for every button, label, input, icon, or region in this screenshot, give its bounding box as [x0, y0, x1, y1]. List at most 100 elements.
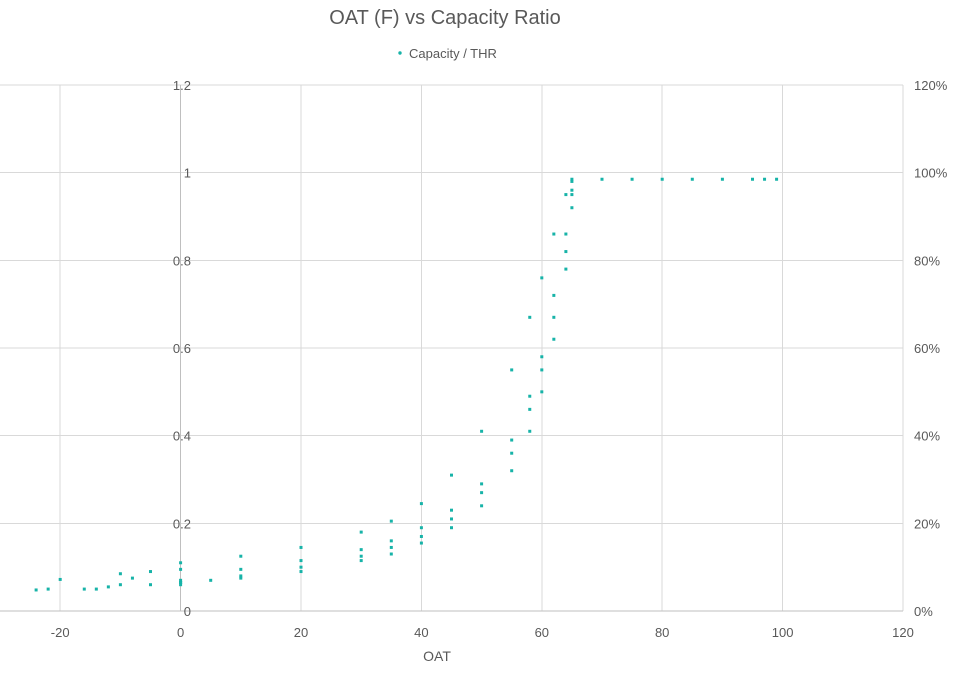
data-point	[82, 587, 86, 591]
data-point	[179, 578, 183, 582]
data-point	[751, 177, 754, 181]
y-tick-label: 1	[184, 166, 191, 181]
data-point	[480, 429, 484, 433]
data-point	[510, 368, 514, 372]
data-point	[359, 559, 363, 563]
axes	[0, 85, 903, 612]
data-point	[570, 206, 574, 210]
data-point	[540, 355, 544, 359]
data-point	[419, 502, 423, 506]
data-point	[510, 451, 514, 455]
data-point	[570, 177, 574, 181]
data-point	[34, 588, 38, 592]
data-point	[552, 293, 556, 297]
data-point	[359, 530, 363, 534]
x-tick-label: 60	[535, 625, 549, 640]
y2-tick-label: 100%	[914, 166, 948, 181]
y2-tick-label: 120%	[914, 78, 948, 93]
data-point	[389, 539, 393, 543]
data-point	[660, 177, 664, 181]
x-tick-label: 100	[772, 625, 794, 640]
data-point	[528, 315, 532, 319]
data-point	[528, 394, 532, 398]
data-point	[359, 548, 363, 552]
data-point	[480, 482, 484, 486]
data-point	[630, 177, 634, 181]
data-point	[299, 559, 303, 563]
y-tick-label: 0.4	[173, 429, 191, 444]
data-point	[179, 583, 183, 587]
y2-tick-label: 60%	[914, 341, 940, 356]
y-axis-ticks: 0 0.2 0.4 0.6 0.8 1 1.2	[173, 78, 191, 619]
y-tick-label: 0	[184, 604, 191, 619]
data-point	[775, 177, 779, 181]
data-point	[564, 267, 568, 271]
x-tick-label: 40	[414, 625, 428, 640]
data-point	[450, 508, 453, 512]
y2-tick-label: 0%	[914, 604, 933, 619]
data-point	[239, 576, 243, 580]
legend-marker	[398, 51, 402, 55]
data-point	[510, 469, 514, 473]
data-point	[480, 491, 484, 495]
data-point	[480, 504, 484, 508]
data-point	[179, 581, 183, 585]
data-point	[450, 526, 453, 530]
chart-title: OAT (F) vs Capacity Ratio	[329, 7, 561, 29]
data-point	[106, 585, 110, 589]
data-point	[299, 570, 303, 574]
data-point	[450, 473, 453, 477]
data-point	[419, 541, 423, 545]
y2-tick-label: 40%	[914, 429, 940, 444]
data-point	[540, 368, 544, 372]
data-point	[450, 517, 453, 521]
y-tick-label: 0.6	[173, 341, 191, 356]
data-point	[179, 561, 183, 565]
x-tick-label: -20	[51, 625, 70, 640]
data-point	[239, 574, 243, 578]
data-point	[540, 390, 544, 394]
data-point	[299, 545, 303, 549]
y2-tick-label: 20%	[914, 516, 940, 531]
data-point	[564, 193, 568, 197]
data-point	[564, 250, 568, 254]
x-axis-ticks: -20 0 20 40 60 80 100 120	[51, 625, 914, 640]
data-point	[763, 177, 767, 181]
data-point	[419, 534, 423, 538]
data-point	[130, 576, 134, 580]
data-point	[552, 232, 556, 236]
y-tick-label: 0.2	[173, 516, 191, 531]
data-point	[149, 570, 152, 574]
y-tick-label: 0.8	[173, 253, 191, 268]
data-point	[389, 519, 393, 523]
x-tick-label: 0	[177, 625, 184, 640]
y-tick-label: 1.2	[173, 78, 191, 93]
data-point	[94, 587, 98, 591]
data-point	[389, 545, 393, 549]
x-tick-label: 80	[655, 625, 669, 640]
data-point	[239, 554, 243, 558]
data-point	[118, 572, 122, 576]
data-point	[239, 567, 243, 571]
data-point	[720, 177, 724, 181]
data-point	[209, 578, 213, 582]
data-point	[46, 587, 50, 591]
data-point	[58, 577, 62, 581]
legend-label: Capacity / THR	[409, 46, 497, 61]
data-point	[149, 583, 152, 587]
data-point	[570, 193, 574, 197]
x-tick-label: 20	[294, 625, 308, 640]
x-tick-label: 120	[892, 625, 914, 640]
data-point	[528, 429, 532, 433]
data-point	[570, 188, 574, 192]
y2-axis-ticks: 0% 20% 40% 60% 80% 100% 120%	[914, 78, 948, 619]
data-point	[552, 337, 556, 341]
grid-lines	[0, 84, 904, 611]
data-points	[34, 177, 779, 592]
data-point	[419, 526, 423, 530]
legend: Capacity / THR	[398, 46, 497, 61]
data-point	[600, 177, 604, 181]
data-point	[299, 565, 303, 569]
